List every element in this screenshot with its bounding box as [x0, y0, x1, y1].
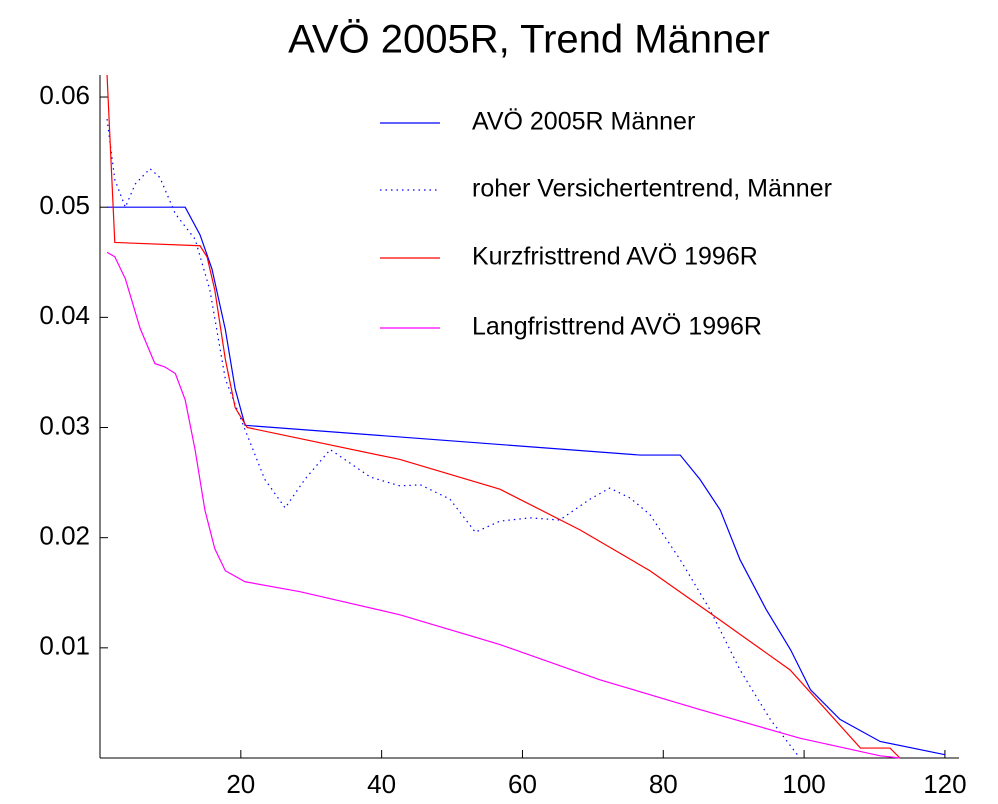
y-tick-label: 0.03 — [39, 410, 90, 440]
x-tick-label: 40 — [367, 769, 396, 799]
series-line — [107, 206, 946, 756]
legend-label: Langfristtrend AVÖ 1996R — [472, 313, 762, 341]
x-tick-label: 80 — [649, 769, 678, 799]
legend-label: AVÖ 2005R Männer — [472, 108, 695, 136]
x-tick-label: 120 — [923, 769, 966, 799]
x-tick-label: 60 — [508, 769, 537, 799]
chart-title: AVÖ 2005R, Trend Männer — [288, 18, 770, 62]
x-tick-label: 100 — [782, 769, 825, 799]
series-line — [106, 74, 901, 759]
y-tick-label: 0.02 — [39, 521, 90, 551]
series-line — [106, 251, 900, 759]
legend-label: Kurzfristtrend AVÖ 1996R — [472, 243, 758, 271]
legend-label: roher Versichertentrend, Männer — [472, 175, 832, 203]
series-line — [106, 118, 801, 759]
y-tick-label: 0.06 — [39, 80, 90, 110]
y-tick-label: 0.05 — [39, 190, 90, 220]
y-tick-label: 0.01 — [39, 631, 90, 661]
y-tick-label: 0.04 — [39, 300, 90, 330]
x-tick-label: 20 — [226, 769, 255, 799]
